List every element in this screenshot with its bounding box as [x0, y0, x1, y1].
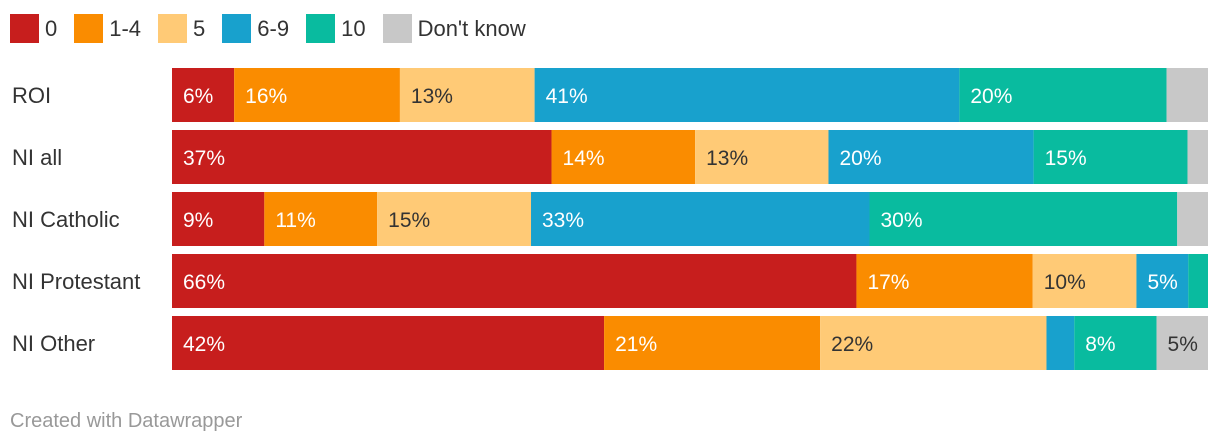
legend-swatch: [222, 13, 252, 43]
data-label: 15%: [1045, 147, 1087, 170]
data-label: 9%: [183, 209, 213, 232]
data-label: 16%: [245, 85, 287, 108]
bar-segment: [172, 316, 605, 370]
data-label: 6%: [183, 85, 213, 108]
legend-label: 6-9: [257, 15, 290, 41]
data-label: 5%: [1168, 333, 1198, 356]
bar-segment: [604, 316, 821, 370]
legend-label: 1-4: [109, 15, 142, 41]
bar-segment: [1074, 316, 1157, 370]
data-label: 21%: [615, 333, 657, 356]
legend-swatch: [382, 13, 412, 43]
bar-segment: [1188, 254, 1208, 308]
data-label: 41%: [546, 85, 588, 108]
data-label: 13%: [411, 85, 453, 108]
bar-segment: [1177, 192, 1208, 246]
bar-segment: [172, 130, 552, 184]
data-label: 10%: [1044, 271, 1086, 294]
bar-segment: [264, 192, 378, 246]
data-label: 5%: [1147, 271, 1177, 294]
bar-segment: [695, 130, 829, 184]
bar-segment: [172, 68, 235, 122]
legend-item: 5: [158, 13, 206, 43]
legend-swatch: [306, 13, 336, 43]
bar-segment: [172, 192, 265, 246]
bar-segment: [377, 192, 532, 246]
data-label: 37%: [183, 147, 225, 170]
bar-segment: [1136, 254, 1189, 308]
data-label: 20%: [839, 147, 881, 170]
legend: 0 1-4 5 6-9 10 Don't know: [10, 13, 543, 43]
data-label: 66%: [183, 271, 225, 294]
bar-segment: [1156, 316, 1208, 370]
bar-segment: [551, 130, 696, 184]
data-label: 15%: [388, 209, 430, 232]
data-label: 22%: [831, 333, 873, 356]
category-label: NI Catholic: [12, 207, 120, 232]
data-label: 33%: [542, 209, 584, 232]
legend-label: 10: [341, 15, 366, 41]
legend-label: 0: [45, 15, 58, 41]
footer-credit: Created with Datawrapper: [10, 410, 243, 432]
legend-label: 5: [193, 15, 206, 41]
legend-item: Don't know: [382, 13, 526, 43]
bar-segment: [1033, 130, 1188, 184]
bar-segment: [959, 68, 1167, 122]
stacked-bar-chart: ROI 6% 16% 13% 41% 20% NI all 37% 14% 13% 20% 15% NI…: [12, 68, 1208, 370]
legend-item: 1-4: [74, 13, 142, 43]
data-label: 8%: [1085, 333, 1115, 356]
legend-swatch: [158, 13, 188, 43]
bar-segment: [399, 68, 535, 122]
bar-segment: [1187, 130, 1208, 184]
bar-segment: [1032, 254, 1137, 308]
legend-item: 0: [10, 13, 58, 43]
data-label: 17%: [867, 271, 909, 294]
bar-segment: [856, 254, 1033, 308]
bar-segment: [234, 68, 400, 122]
category-label: NI all: [12, 145, 62, 170]
legend-item: 10: [306, 13, 366, 43]
category-label: NI Protestant: [12, 269, 140, 294]
bar-segment: [172, 254, 857, 308]
legend-swatch: [10, 13, 39, 43]
bar-segment: [1166, 68, 1208, 122]
bar-segment: [1046, 316, 1075, 370]
bar-segment: [828, 130, 1034, 184]
data-label: 42%: [183, 333, 225, 356]
legend-swatch: [74, 13, 104, 43]
bar-segment: [820, 316, 1047, 370]
category-label: ROI: [12, 83, 51, 108]
data-label: 30%: [881, 209, 923, 232]
bar-segment: [531, 192, 870, 246]
data-label: 11%: [275, 209, 315, 232]
legend-item: 6-9: [222, 13, 290, 43]
bar-segment: [534, 68, 960, 122]
bar-segment: [869, 192, 1178, 246]
legend-label: Don't know: [417, 15, 526, 41]
category-label: NI Other: [12, 331, 95, 356]
data-label: 20%: [970, 85, 1012, 108]
data-label: 13%: [706, 147, 748, 170]
data-label: 14%: [563, 147, 605, 170]
